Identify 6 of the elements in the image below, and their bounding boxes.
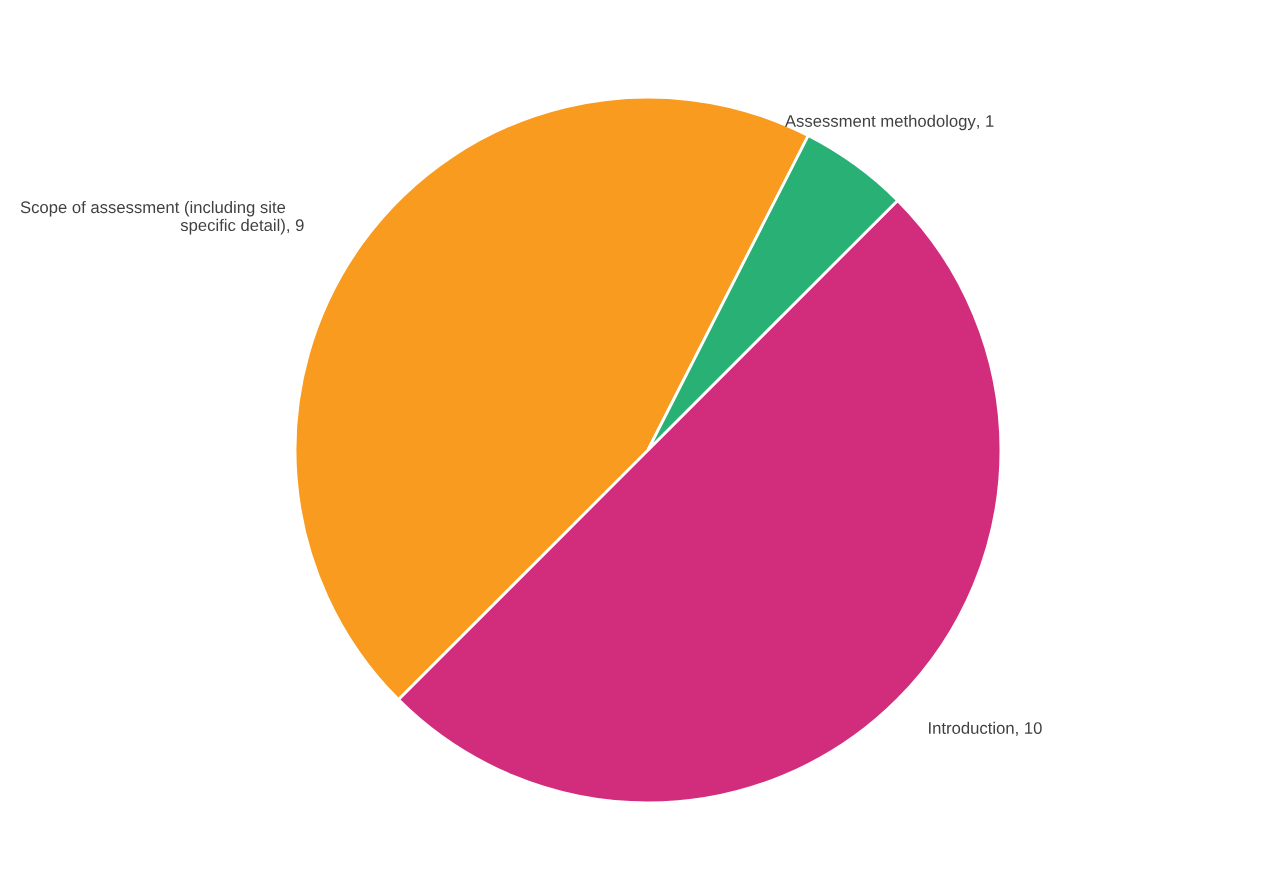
slice-label: Assessment methodology <box>784 114 976 131</box>
slice-label: Introduction <box>929 721 1014 734</box>
data-label: , 9 <box>287 219 304 234</box>
data-label: , 10 <box>1016 722 1042 736</box>
slice-label: Scope of assessment (including site specific detail) <box>20 200 286 235</box>
data-label: , 1 <box>977 115 994 129</box>
